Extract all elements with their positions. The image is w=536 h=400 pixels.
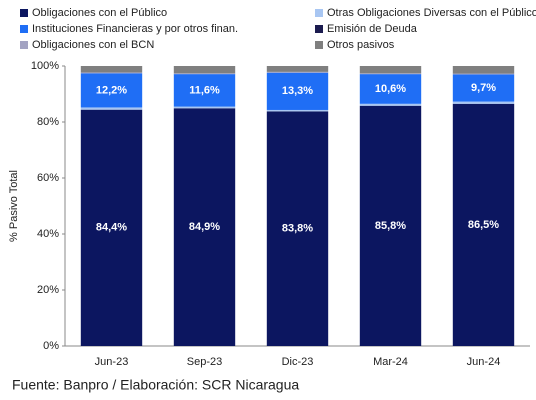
value-label: 13,3% [282, 85, 313, 97]
value-label: 83,8% [282, 223, 313, 235]
bar-segment [173, 106, 236, 109]
value-label: 12,2% [96, 84, 127, 96]
bar-segment [452, 66, 515, 74]
bar-segment [359, 73, 422, 75]
legend-label: Otros pasivos [327, 39, 395, 51]
legend-swatch [315, 9, 323, 17]
value-label: 84,4% [96, 222, 127, 234]
legend-swatch [20, 41, 28, 49]
x-tick-label: Jun-24 [467, 356, 501, 368]
bar-segment [173, 74, 236, 107]
value-label: 10,6% [375, 83, 406, 95]
bar-segment [266, 109, 329, 112]
x-tick-label: Sep-23 [187, 356, 222, 368]
legend-label: Obligaciones con el BCN [32, 39, 154, 51]
value-label: 85,8% [375, 220, 406, 232]
bar-segment [173, 73, 236, 75]
source: Fuente: Banpro / Elaboración: SCR Nicara… [12, 377, 299, 393]
bar-segment [452, 103, 515, 346]
bar-segment [359, 103, 422, 106]
legend-swatch [315, 25, 323, 33]
legend-swatch [20, 25, 28, 33]
bar-segment [173, 66, 236, 74]
bar-segment [80, 72, 143, 74]
legend-swatch [315, 41, 323, 49]
y-tick-label: 40% [37, 228, 59, 240]
bar-segment [80, 73, 143, 108]
bar-segment [359, 74, 422, 104]
y-axis-label: % Pasivo Total [8, 170, 20, 242]
bar-segment [266, 72, 329, 110]
y-tick-label: 0% [43, 340, 59, 352]
value-label: 84,9% [189, 221, 220, 233]
bar-segment [359, 66, 422, 74]
bar-segment [266, 66, 329, 72]
legend-swatch [20, 9, 28, 17]
legend-label: Otras Obligaciones Diversas con el Públi… [327, 7, 536, 19]
y-tick-label: 80% [37, 116, 59, 128]
legend-label: Obligaciones con el Público [32, 7, 167, 19]
y-tick-label: 60% [37, 172, 59, 184]
x-tick-label: Mar-24 [373, 356, 408, 368]
y-tick-label: 20% [37, 284, 59, 296]
x-tick-label: Dic-23 [282, 356, 314, 368]
x-tick-label: Jun-23 [95, 356, 129, 368]
value-label: 9,7% [471, 82, 496, 94]
value-label: 86,5% [468, 219, 499, 231]
bar-segment [359, 105, 422, 346]
bar-segment [80, 107, 143, 110]
bar-segment [266, 111, 329, 346]
bar-segment [452, 74, 515, 102]
bar-segment [173, 108, 236, 346]
bar-segment [80, 66, 143, 73]
bar-segment [80, 109, 143, 347]
legend-label: Emisión de Deuda [327, 23, 418, 35]
y-tick-label: 100% [31, 60, 59, 72]
value-label: 11,6% [189, 84, 220, 96]
legend-label: Instituciones Financieras y por otros fi… [32, 23, 238, 35]
bar-segment [266, 71, 329, 73]
bar-segment [452, 101, 515, 104]
bar-segment [452, 73, 515, 75]
